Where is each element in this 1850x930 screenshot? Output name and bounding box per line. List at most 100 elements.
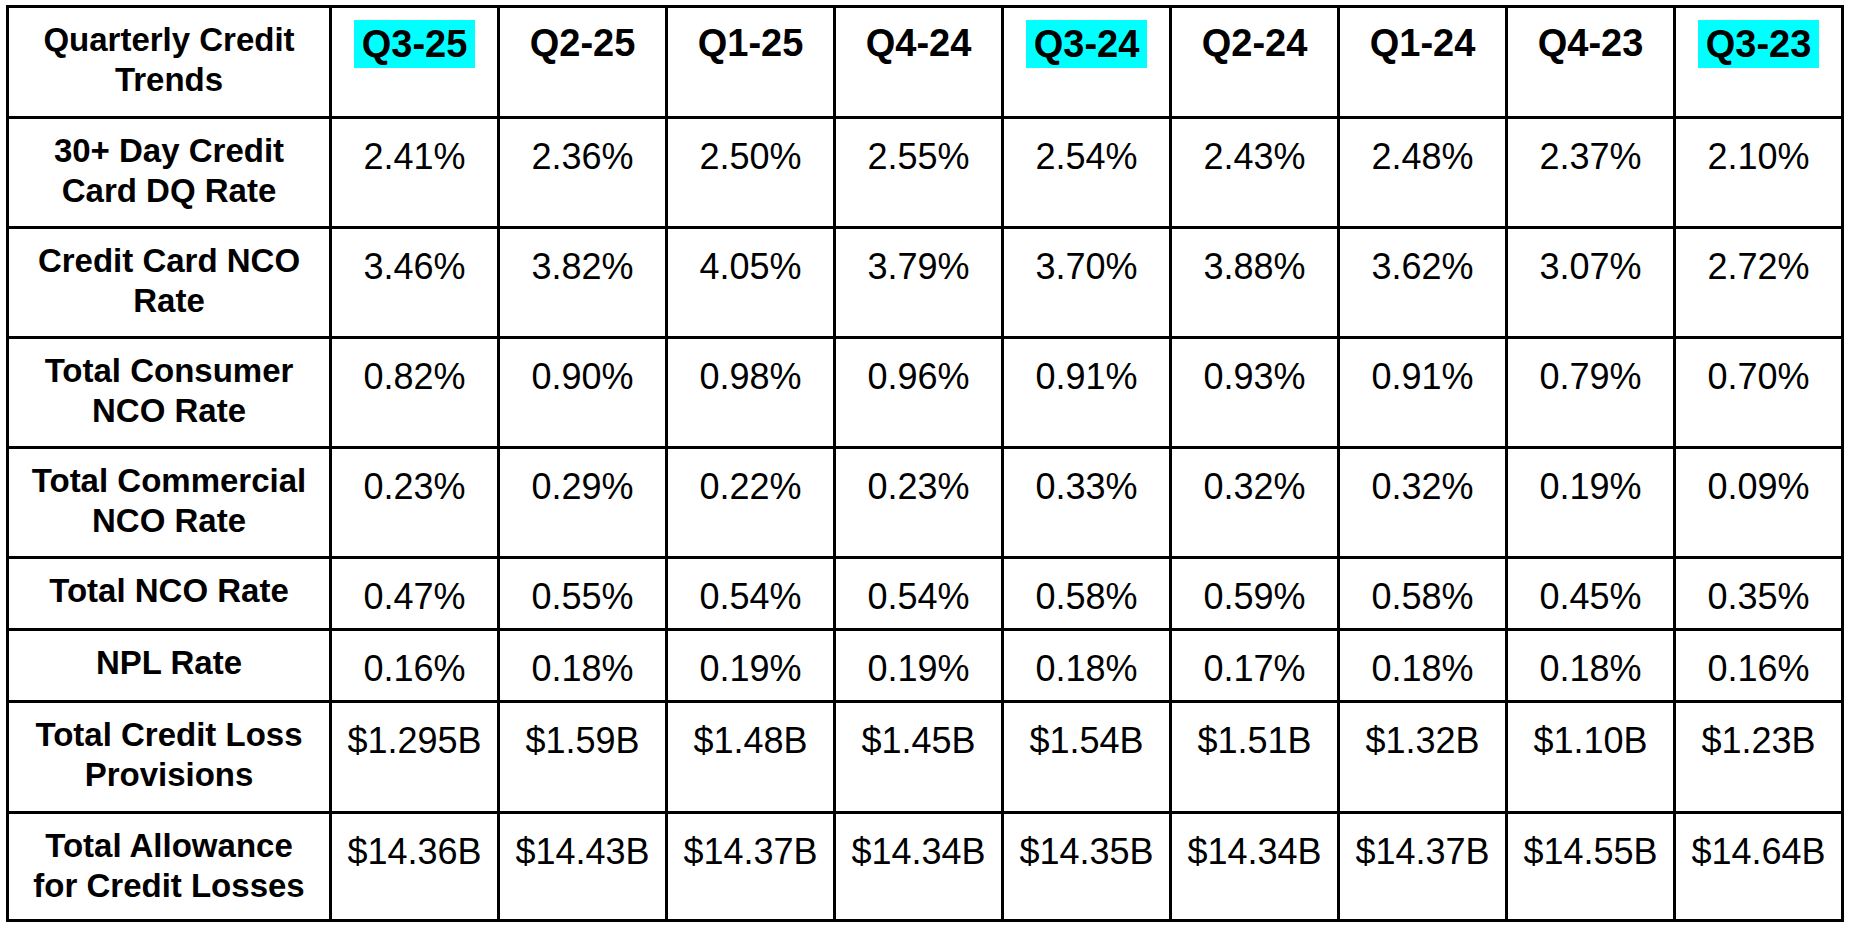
row-label: NPL Rate <box>8 630 331 702</box>
value-cell: 3.79% <box>835 228 1003 338</box>
header-cell-q3-24: Q3-24 <box>1003 7 1171 118</box>
value-cell: 0.58% <box>1339 558 1507 630</box>
value-cell: 0.18% <box>499 630 667 702</box>
value-cell: $1.48B <box>667 702 835 813</box>
value-cell: 0.54% <box>835 558 1003 630</box>
value-cell: 0.16% <box>1675 630 1843 702</box>
value-cell: 0.54% <box>667 558 835 630</box>
value-cell: $14.37B <box>667 813 835 921</box>
value-cell: 2.36% <box>499 118 667 228</box>
row-label: Total Consumer NCO Rate <box>8 338 331 448</box>
value-cell: 0.18% <box>1507 630 1675 702</box>
value-cell: $1.23B <box>1675 702 1843 813</box>
value-cell: 2.54% <box>1003 118 1171 228</box>
table-title: Quarterly Credit Trends <box>8 7 331 118</box>
value-cell: 3.46% <box>331 228 499 338</box>
value-cell: 3.62% <box>1339 228 1507 338</box>
table-row: Total Consumer NCO Rate0.82%0.90%0.98% 0.… <box>8 338 1843 448</box>
header-cell-q4-23: Q4-23 <box>1507 7 1675 118</box>
value-cell: $14.37B <box>1339 813 1507 921</box>
table-row: NPL Rate0.16%0.18%0.19%0.19%0.18%0.17%0.… <box>8 630 1843 702</box>
value-cell: 0.23% <box>331 448 499 558</box>
value-cell: $1.10B <box>1507 702 1675 813</box>
value-cell: 0.79% <box>1507 338 1675 448</box>
value-cell: 0.98% <box>667 338 835 448</box>
row-label: Total Credit Loss Provisions <box>8 702 331 813</box>
highlighted-quarter: Q3-24 <box>1026 20 1148 68</box>
table-row: 30+ Day Credit Card DQ Rate2.41%2.36% 2.5… <box>8 118 1843 228</box>
value-cell: 0.90% <box>499 338 667 448</box>
value-cell: 0.22% <box>667 448 835 558</box>
value-cell: 2.48% <box>1339 118 1507 228</box>
value-cell: 2.10% <box>1675 118 1843 228</box>
value-cell: 0.35% <box>1675 558 1843 630</box>
row-label: Total NCO Rate <box>8 558 331 630</box>
value-cell: 0.91% <box>1003 338 1171 448</box>
value-cell: 0.19% <box>835 630 1003 702</box>
value-cell: $1.54B <box>1003 702 1171 813</box>
value-cell: 2.55% <box>835 118 1003 228</box>
header-cell-q3-23: Q3-23 <box>1675 7 1843 118</box>
value-cell: 0.59% <box>1171 558 1339 630</box>
highlighted-quarter: Q3-23 <box>1698 20 1820 68</box>
value-cell: 0.82% <box>331 338 499 448</box>
value-cell: 2.43% <box>1171 118 1339 228</box>
header-cell-q1-24: Q1-24 <box>1339 7 1507 118</box>
header-cell-q2-24: Q2-24 <box>1171 7 1339 118</box>
header-row: Quarterly Credit TrendsQ3-25Q2-25Q1-25Q4… <box>8 7 1843 118</box>
value-cell: 0.45% <box>1507 558 1675 630</box>
value-cell: 0.91% <box>1339 338 1507 448</box>
value-cell: 3.07% <box>1507 228 1675 338</box>
value-cell: 0.18% <box>1003 630 1171 702</box>
value-cell: 0.17% <box>1171 630 1339 702</box>
credit-trends-table: Quarterly Credit TrendsQ3-25Q2-25Q1-25Q4… <box>6 5 1844 922</box>
table-row: Total Allowance for Credit Losses$14.36B… <box>8 813 1843 921</box>
value-cell: $14.64B <box>1675 813 1843 921</box>
value-cell: 0.55% <box>499 558 667 630</box>
header-cell-q4-24: Q4-24 <box>835 7 1003 118</box>
value-cell: 0.16% <box>331 630 499 702</box>
header-cell-q3-25: Q3-25 <box>331 7 499 118</box>
value-cell: 0.32% <box>1171 448 1339 558</box>
value-cell: 2.37% <box>1507 118 1675 228</box>
value-cell: 3.82% <box>499 228 667 338</box>
value-cell: $14.43B <box>499 813 667 921</box>
value-cell: 0.23% <box>835 448 1003 558</box>
row-label: 30+ Day Credit Card DQ Rate <box>8 118 331 228</box>
value-cell: 0.19% <box>667 630 835 702</box>
value-cell: $14.34B <box>1171 813 1339 921</box>
value-cell: 0.70% <box>1675 338 1843 448</box>
value-cell: $14.36B <box>331 813 499 921</box>
value-cell: 0.33% <box>1003 448 1171 558</box>
value-cell: 0.47% <box>331 558 499 630</box>
value-cell: 4.05% <box>667 228 835 338</box>
value-cell: 0.19% <box>1507 448 1675 558</box>
value-cell: $1.59B <box>499 702 667 813</box>
value-cell: $14.35B <box>1003 813 1171 921</box>
value-cell: $1.32B <box>1339 702 1507 813</box>
highlighted-quarter: Q3-25 <box>354 20 476 68</box>
value-cell: 2.72% <box>1675 228 1843 338</box>
value-cell: 2.41% <box>331 118 499 228</box>
value-cell: 0.09% <box>1675 448 1843 558</box>
value-cell: $1.51B <box>1171 702 1339 813</box>
value-cell: 0.32% <box>1339 448 1507 558</box>
table-row: Credit Card NCO Rate3.46%3.82%4.05%3.79%… <box>8 228 1843 338</box>
table-row: Total Credit Loss Provisions$1.295B$1.59… <box>8 702 1843 813</box>
value-cell: 0.93% <box>1171 338 1339 448</box>
table-header: Quarterly Credit TrendsQ3-25Q2-25Q1-25Q4… <box>8 7 1843 118</box>
value-cell: $14.34B <box>835 813 1003 921</box>
value-cell: 0.58% <box>1003 558 1171 630</box>
value-cell: $1.45B <box>835 702 1003 813</box>
value-cell: $14.55B <box>1507 813 1675 921</box>
table-body: 30+ Day Credit Card DQ Rate2.41%2.36% 2.5… <box>8 118 1843 921</box>
value-cell: 0.29% <box>499 448 667 558</box>
value-cell: 0.18% <box>1339 630 1507 702</box>
value-cell: $1.295B <box>331 702 499 813</box>
table-row: Total NCO Rate0.47%0.55%0.54%0.54%0.58%0… <box>8 558 1843 630</box>
header-cell-q1-25: Q1-25 <box>667 7 835 118</box>
header-cell-q2-25: Q2-25 <box>499 7 667 118</box>
value-cell: 3.70% <box>1003 228 1171 338</box>
table-row: Total Commercial NCO Rate0.23%0.29%0.22%… <box>8 448 1843 558</box>
value-cell: 3.88% <box>1171 228 1339 338</box>
